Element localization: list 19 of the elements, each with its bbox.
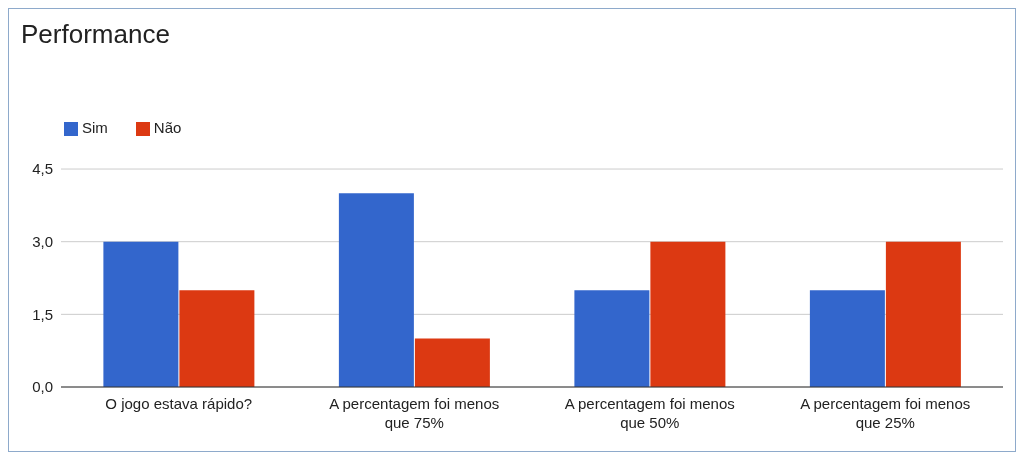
bar: [414, 338, 490, 387]
y-tick-label: 0,0: [32, 378, 53, 396]
chart-title: Performance: [21, 19, 170, 50]
bar: [179, 290, 255, 387]
y-tick-label: 3,0: [32, 233, 53, 251]
x-tick-label: A percentagem foi menos que 75%: [329, 395, 500, 431]
bar: [103, 241, 179, 387]
y-tick-label: 4,5: [32, 160, 53, 178]
x-tick-label: A percentagem foi menos que 25%: [800, 395, 971, 431]
legend-label: Sim: [82, 119, 108, 136]
bar: [338, 193, 414, 387]
x-tick-label: A percentagem foi menos que 50%: [564, 395, 735, 431]
bar: [574, 290, 650, 387]
bar: [885, 241, 961, 387]
bar: [809, 290, 885, 387]
bar: [650, 241, 726, 387]
y-tick-label: 1,5: [32, 305, 53, 323]
legend-label: Não: [153, 119, 182, 136]
x-tick-label: O jogo estava rápido?: [105, 395, 253, 412]
